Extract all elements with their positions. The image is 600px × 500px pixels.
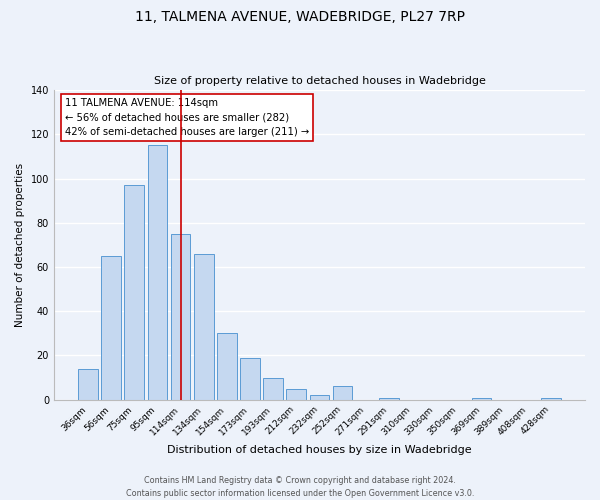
Bar — [333, 386, 352, 400]
Y-axis label: Number of detached properties: Number of detached properties — [15, 163, 25, 327]
Bar — [541, 398, 561, 400]
Bar — [263, 378, 283, 400]
Bar — [124, 185, 144, 400]
Bar — [101, 256, 121, 400]
Bar — [194, 254, 214, 400]
Text: Contains HM Land Registry data © Crown copyright and database right 2024.
Contai: Contains HM Land Registry data © Crown c… — [126, 476, 474, 498]
X-axis label: Distribution of detached houses by size in Wadebridge: Distribution of detached houses by size … — [167, 445, 472, 455]
Bar — [148, 146, 167, 400]
Text: 11, TALMENA AVENUE, WADEBRIDGE, PL27 7RP: 11, TALMENA AVENUE, WADEBRIDGE, PL27 7RP — [135, 10, 465, 24]
Bar — [286, 388, 306, 400]
Text: 11 TALMENA AVENUE: 114sqm
← 56% of detached houses are smaller (282)
42% of semi: 11 TALMENA AVENUE: 114sqm ← 56% of detac… — [65, 98, 309, 136]
Bar — [217, 334, 236, 400]
Bar — [170, 234, 190, 400]
Title: Size of property relative to detached houses in Wadebridge: Size of property relative to detached ho… — [154, 76, 485, 86]
Bar — [240, 358, 260, 400]
Bar — [472, 398, 491, 400]
Bar — [379, 398, 399, 400]
Bar — [310, 396, 329, 400]
Bar — [78, 369, 98, 400]
